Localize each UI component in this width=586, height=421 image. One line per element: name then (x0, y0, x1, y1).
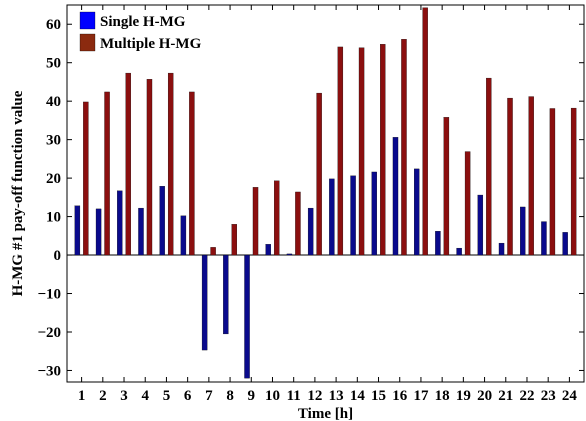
y-tick-label: 30 (46, 133, 61, 149)
bar-multiple-hmg (380, 44, 386, 256)
x-tick-label: 3 (120, 388, 128, 404)
x-tick-label: 23 (541, 388, 556, 404)
x-tick-label: 21 (498, 388, 513, 404)
plot-frame (66, 4, 585, 383)
legend: Single H-MG Multiple H-MG (79, 11, 202, 52)
bar-single-hmg (138, 207, 144, 256)
x-tick-label: 22 (519, 388, 534, 404)
bar-multiple-hmg (464, 151, 471, 256)
bar-multiple-hmg (337, 46, 344, 256)
x-tick-label: 17 (413, 388, 429, 404)
y-tick-label: 60 (46, 17, 61, 33)
x-tick-label: 13 (329, 388, 344, 404)
bar-single-hmg (456, 247, 462, 256)
y-tick-label: −20 (37, 325, 61, 341)
bar-single-hmg (180, 215, 187, 256)
y-tick-label: 0 (54, 248, 62, 264)
bar-multiple-hmg (486, 77, 492, 256)
bar-multiple-hmg (83, 101, 89, 256)
bar-multiple-hmg (422, 7, 428, 256)
y-tick-label: 10 (46, 210, 61, 226)
y-tick-label: −10 (37, 287, 61, 303)
x-tick-label: 19 (456, 388, 471, 404)
x-tick-label: 18 (435, 388, 450, 404)
x-tick-label: 2 (99, 388, 107, 404)
bar-single-hmg (95, 208, 102, 256)
bar-single-hmg (201, 254, 208, 351)
x-tick-label: 12 (307, 388, 322, 404)
x-tick-label: 16 (392, 388, 408, 404)
bar-multiple-hmg (443, 117, 450, 256)
x-tick-label: 5 (163, 388, 171, 404)
bar-single-hmg (541, 221, 547, 256)
bar-multiple-hmg (316, 92, 322, 256)
y-tick-label: −30 (37, 363, 61, 379)
y-tick-label: 40 (46, 94, 61, 110)
bar-multiple-hmg (146, 79, 153, 256)
x-tick-label: 9 (248, 388, 256, 404)
bar-single-hmg (159, 186, 165, 256)
bar-single-hmg (520, 206, 526, 256)
bar-multiple-hmg (528, 96, 534, 256)
bar-single-hmg (74, 205, 81, 256)
bar-single-hmg (329, 178, 335, 256)
bar-single-hmg (414, 168, 420, 256)
x-tick-label: 11 (287, 388, 301, 404)
bar-multiple-hmg (252, 187, 259, 256)
bar-single-hmg (477, 194, 484, 256)
x-tick-label: 10 (265, 388, 280, 404)
bar-multiple-hmg (167, 72, 174, 256)
bar-single-hmg (371, 171, 377, 256)
bar-single-hmg (562, 232, 568, 256)
x-tick-label: 24 (562, 388, 578, 404)
legend-label: Multiple H-MG (100, 36, 202, 52)
x-tick-label: 1 (78, 388, 86, 404)
bar-multiple-hmg (570, 107, 577, 256)
x-tick-label: 20 (477, 388, 492, 404)
bar-multiple-hmg (210, 247, 216, 256)
bar-single-hmg (286, 253, 293, 256)
bar-multiple-hmg (295, 191, 301, 256)
legend-swatch (79, 11, 96, 30)
bar-multiple-hmg (189, 91, 195, 256)
bar-multiple-hmg (274, 180, 280, 256)
legend-swatch (79, 33, 96, 52)
y-tick-label: 50 (46, 56, 61, 72)
bar-multiple-hmg (401, 39, 407, 256)
legend-label: Single H-MG (100, 14, 186, 30)
bar-multiple-hmg (104, 91, 110, 256)
x-tick-label: 7 (205, 388, 213, 404)
x-tick-label: 15 (371, 388, 386, 404)
bar-single-hmg (350, 175, 356, 256)
bar-single-hmg (307, 207, 314, 256)
y-tick-label: 20 (46, 171, 61, 187)
x-tick-label: 4 (141, 388, 149, 404)
bar-single-hmg (244, 254, 250, 379)
x-axis-label: Time [h] (298, 406, 353, 421)
bar-single-hmg (392, 137, 399, 256)
y-axis-label: H-MG #1 pay-off function value (10, 90, 26, 296)
bar-single-hmg (265, 244, 271, 256)
bar-multiple-hmg (231, 224, 237, 256)
bar-single-hmg (223, 254, 229, 335)
bar-single-hmg (117, 190, 123, 256)
bar-single-hmg (435, 231, 441, 256)
bar-multiple-hmg (549, 108, 556, 256)
bar-multiple-hmg (125, 72, 131, 256)
bar-multiple-hmg (358, 47, 365, 256)
x-tick-label: 8 (226, 388, 234, 404)
bar-single-hmg (498, 242, 505, 256)
bar-multiple-hmg (507, 97, 513, 256)
x-tick-label: 14 (350, 388, 366, 404)
x-tick-label: 6 (184, 388, 192, 404)
